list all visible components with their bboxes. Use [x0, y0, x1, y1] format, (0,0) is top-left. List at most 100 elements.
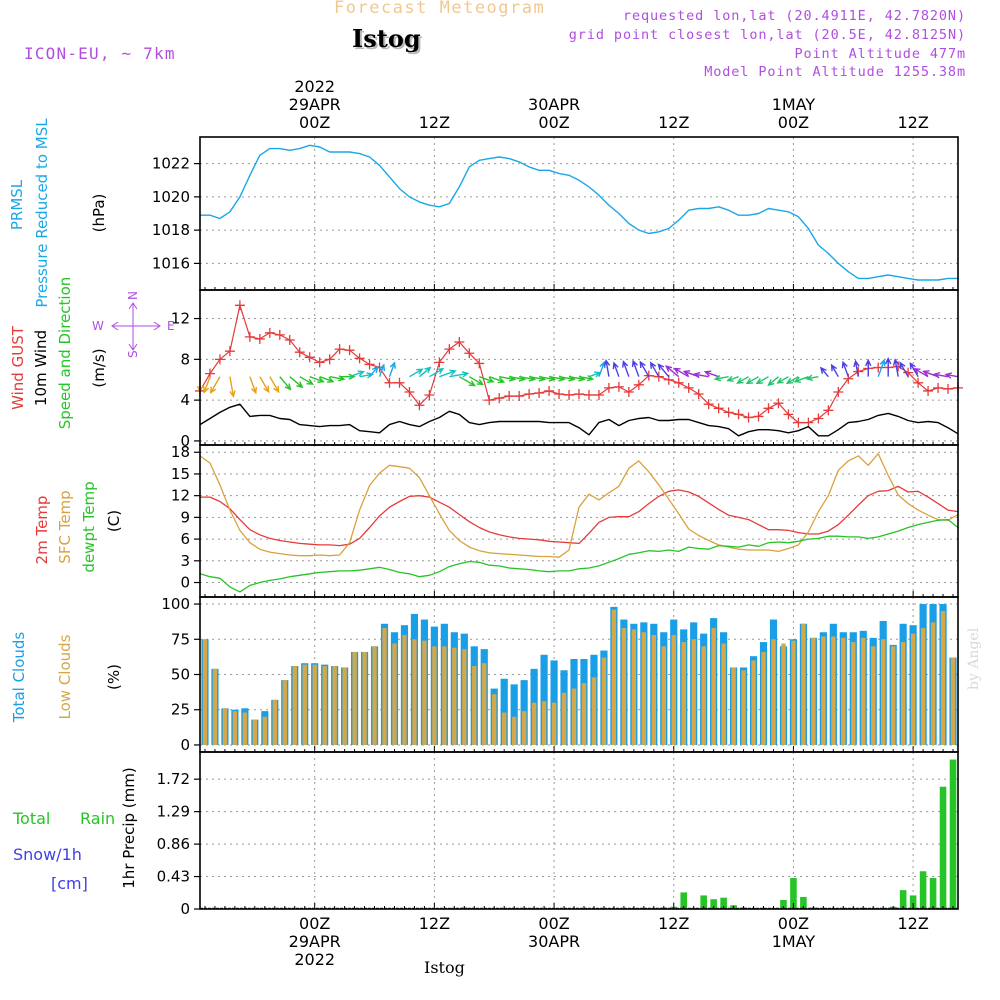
low-cloud-bar: [322, 666, 327, 745]
pressure-unit-label: (hPa): [90, 194, 108, 233]
low-cloud-bar: [352, 651, 357, 745]
low-cloud-bar: [202, 639, 208, 745]
axis-labels: 1016101810201022048120369121518025507510…: [8, 77, 929, 969]
gust-marker: [264, 327, 275, 338]
low-cloud-bar: [751, 660, 756, 745]
wind-direction-arrow: [776, 376, 789, 384]
grid-lines: [200, 137, 958, 910]
pressure-ytick-label: 1018: [152, 221, 190, 239]
wind-direction-arrow: [713, 374, 729, 382]
low-cloud-bar: [521, 711, 527, 745]
time-label-bottom: 29APR: [289, 932, 341, 951]
gust-marker: [434, 357, 445, 368]
low-cloud-bar: [831, 636, 836, 745]
gust-marker: [593, 390, 604, 401]
temp-2m-label: 2m Temp: [33, 496, 51, 565]
low-clouds-label: Low Clouds: [56, 634, 74, 719]
wind-direction-arrow: [944, 372, 959, 379]
rain-bar: [710, 899, 717, 909]
wind-direction-arrow: [767, 376, 779, 387]
gust-marker: [404, 386, 415, 397]
time-label-bottom: 30APR: [528, 932, 580, 951]
time-label-top: 29APR: [289, 95, 341, 114]
model-label: ICON-EU, ~ 7km: [24, 44, 176, 63]
wind-direction-arrow: [229, 376, 236, 398]
wind-direction-arrow: [913, 368, 929, 378]
low-cloud-bar: [502, 712, 507, 745]
low-cloud-bar: [551, 702, 557, 745]
low-cloud-bar: [711, 628, 716, 745]
pressure-prmsl-line: [200, 144, 958, 281]
temperature-frame: [199, 444, 959, 598]
gust-marker: [464, 348, 475, 359]
wind-direction-arrow: [249, 376, 258, 395]
gust-marker: [294, 347, 305, 358]
wind-direction-arrow: [657, 363, 670, 378]
gust-marker: [554, 389, 565, 400]
gust-marker: [823, 405, 834, 416]
wind-direction-arrow: [819, 366, 829, 378]
wind-10m-label: 10m Wind: [32, 330, 50, 406]
low-cloud-bar: [771, 639, 776, 745]
low-cloud-bar: [252, 719, 258, 745]
low-cloud-bar: [651, 635, 656, 745]
low-cloud-bar: [890, 646, 896, 745]
temperature-ytick-label: 0: [180, 574, 190, 592]
low-cloud-bar: [611, 609, 617, 745]
wind-direction-arrow: [299, 376, 314, 385]
low-cloud-bar: [920, 628, 926, 745]
time-label-top: 12Z: [897, 113, 928, 132]
temperature-ytick-label: 9: [180, 508, 190, 526]
wind-direction-arrow: [209, 376, 221, 395]
wind-direction-arrow: [202, 376, 211, 394]
precip-rain-label: Rain: [80, 809, 115, 828]
low-cloud-bar: [571, 688, 577, 745]
wind-ytick-label: 4: [180, 391, 190, 409]
wind-direction-arrow: [649, 361, 660, 378]
data-layer: [195, 144, 963, 910]
requested-coordinates: requested lon,lat (20.4911E, 42.7820N): [622, 8, 966, 24]
clouds-ytick-label: 25: [171, 701, 190, 719]
low-cloud-bar: [821, 636, 826, 745]
watermark: by Angel: [966, 627, 982, 690]
time-label-top: 00Z: [538, 113, 569, 132]
low-cloud-bar: [861, 637, 866, 745]
gust-marker: [763, 403, 774, 414]
precip-snow-unit-label: [cm]: [51, 874, 88, 893]
low-cloud-bar: [452, 647, 457, 745]
gust-marker: [574, 389, 584, 400]
gust-marker: [454, 337, 465, 348]
gust-marker: [334, 344, 345, 355]
wind-direction-arrow: [409, 368, 424, 378]
gust-marker: [214, 354, 225, 365]
low-cloud-bar: [232, 711, 238, 745]
wind-direction-arrow: [449, 371, 470, 378]
low-cloud-bar: [851, 642, 856, 745]
gust-marker: [474, 358, 485, 369]
wind-direction-arrow: [378, 363, 386, 377]
low-cloud-bar: [462, 649, 467, 745]
gust-marker: [783, 409, 794, 420]
wind-direction-arrow: [785, 376, 799, 384]
model-point-altitude: Model Point Altitude 1255.38m: [704, 64, 966, 80]
wind-direction-arrow: [892, 358, 900, 377]
wind-unit-label: (m/s): [90, 348, 108, 387]
low-cloud-bar: [222, 708, 228, 745]
low-cloud-bar: [741, 670, 746, 745]
gust-marker: [514, 391, 525, 402]
rain-bar: [720, 897, 727, 909]
low-cloud-bar: [701, 646, 706, 745]
compass-w: W: [92, 319, 104, 333]
time-label-top: 00Z: [299, 113, 330, 132]
time-label-top: 12Z: [419, 113, 450, 132]
gust-marker: [224, 346, 235, 357]
wind-direction-arrow: [622, 360, 630, 377]
low-cloud-bar: [292, 666, 297, 745]
rain-bar: [780, 899, 787, 909]
low-cloud-bar: [601, 657, 607, 745]
gust-marker: [603, 382, 614, 393]
clouds-ytick-label: 100: [161, 595, 190, 613]
low-cloud-bar: [811, 637, 816, 745]
wind-direction-label: Speed and Direction: [56, 277, 74, 430]
